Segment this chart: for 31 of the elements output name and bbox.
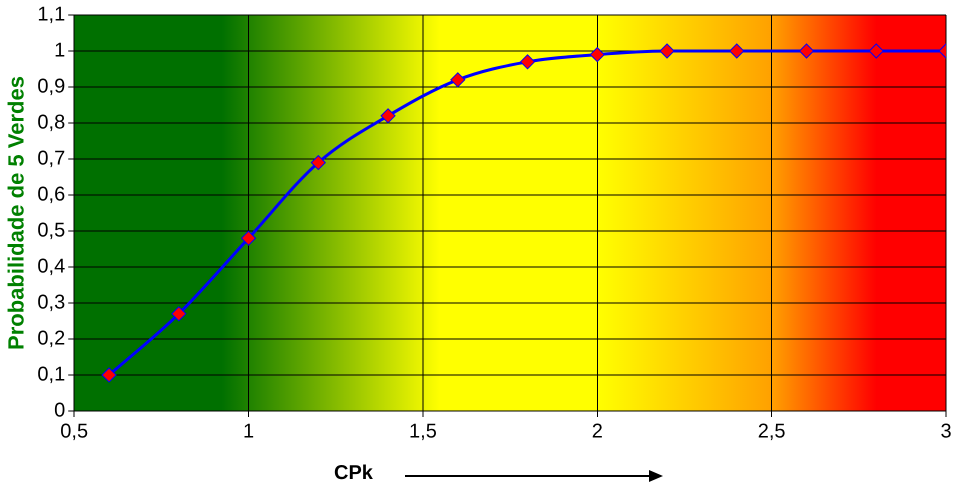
point (171, 306, 186, 322)
point (380, 108, 396, 124)
x-tick-label: 1,5 (409, 420, 437, 443)
point (799, 44, 814, 58)
point (450, 72, 466, 88)
y-tick-label: 0,2 (37, 328, 66, 350)
y-tick-label: 0 (54, 400, 66, 422)
x-axis-title: CPk (334, 462, 373, 485)
point (310, 155, 326, 170)
y-tick-label: 1 (54, 40, 66, 62)
point (590, 47, 605, 62)
y-tick-label: 0,8 (37, 112, 66, 134)
y-axis-title: Probabilidade de 5 Verdes (3, 76, 28, 350)
x-tick-label: 2,5 (758, 420, 786, 443)
point (241, 230, 256, 246)
y-tick-label: 0,4 (37, 256, 66, 278)
x-tick-label: 3 (940, 420, 952, 443)
point (729, 44, 744, 58)
point (660, 44, 675, 58)
x-tick-label: 2 (592, 420, 603, 443)
point (520, 54, 536, 70)
point (868, 44, 884, 58)
y-tick-label: 1,1 (37, 4, 66, 26)
x-tick-label: 1 (243, 420, 254, 443)
y-tick-label: 0,7 (37, 148, 66, 170)
y-tick-label: 0,5 (37, 220, 66, 242)
y-tick-label: 0,1 (37, 364, 66, 386)
point (102, 368, 117, 382)
y-tick-label: 0,9 (37, 76, 66, 98)
y-tick-label: 0,6 (37, 184, 66, 206)
y-tick-label: 0,3 (37, 292, 66, 314)
